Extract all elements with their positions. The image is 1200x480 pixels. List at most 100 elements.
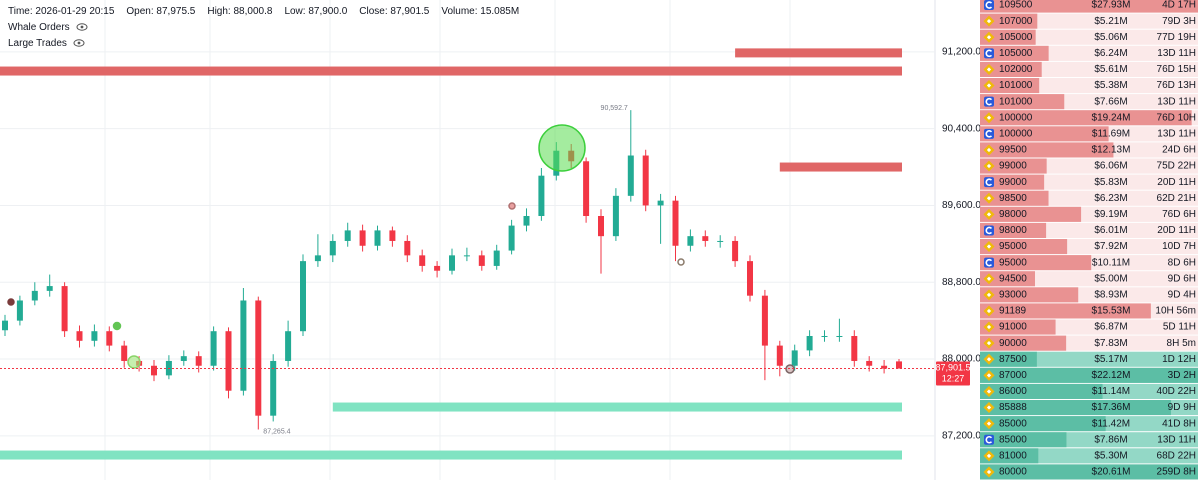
depth-bar [980,416,1106,432]
ob-amount: $5.21M [1094,16,1127,27]
field-value: 15.085M [480,6,520,17]
last-price-box [936,361,970,386]
ohlc-field: Volume: 15.085M [441,6,519,17]
candle-body [31,290,38,301]
depth-bar [980,61,1042,77]
ohlc-field: High: 88,000.8 [207,6,272,17]
y-tick-label: 88,000.0 [942,354,981,365]
candle-body [91,331,98,341]
field-value: 87,975.5 [156,6,196,17]
candle-body [672,200,679,246]
candle-body [16,300,23,321]
ob-age: 62D 21H [1157,193,1196,204]
depth-bar [980,174,1045,190]
ob-age: 4D 17H [1162,0,1196,11]
candle-body [2,320,8,331]
ob-amount: $5.61M [1094,64,1127,75]
coinbase-icon-mark [985,435,993,444]
y-tick-label: 89,600.0 [942,200,981,211]
field-label: Volume: [441,6,478,17]
whale-level [779,162,902,172]
ob-price: 91000 [999,322,1027,333]
ob-amount: $5.38M [1094,80,1127,91]
ob-age: 3D 2H [1168,370,1196,381]
candle-body [419,255,426,266]
toggle-label: Large Trades [8,37,67,49]
ob-age: 13D 11H [1157,96,1196,107]
coinbase-icon-mark [985,258,993,267]
depth-bar [980,13,1038,29]
candle-body [314,255,321,262]
depth-bar [980,287,1079,303]
binance-icon-mark [986,244,992,249]
ob-amount: $8.93M [1094,289,1127,300]
ob-price: 105000 [999,48,1033,59]
ob-age: 20D 11H [1157,177,1196,188]
candle-body [404,240,411,256]
depth-bar [980,448,1039,464]
depth-bar [980,126,1109,142]
candle-body [195,356,202,366]
depth-bar [980,239,1068,255]
binance-icon-mark [986,308,992,314]
coinbase-icon-mark [985,130,993,138]
depth-bar [980,319,1056,335]
candle-body [806,336,813,351]
candle-body [821,336,828,337]
y-tick-label: 88,800.0 [942,277,981,288]
binance-icon-mark [986,341,992,346]
coinbase-icon-mark [985,178,993,186]
candle-body [180,356,187,361]
depth-bar [980,351,1037,367]
ob-price: 102000 [999,64,1033,75]
candle-body [449,255,455,271]
ob-price: 87000 [999,370,1027,381]
candle-body [151,365,157,376]
candle-body [747,261,753,296]
field-label: High: [207,6,231,17]
countdown: 12:27 [942,373,965,383]
ob-age: 13D 11H [1157,128,1196,139]
binance-icon-mark [986,196,992,201]
ob-amount: $7.86M [1094,434,1127,445]
binance-icon-mark [986,147,992,153]
candle-body [627,155,634,196]
ob-price: 109500 [999,0,1033,11]
eye-icon[interactable] [73,39,85,47]
ob-price: 98500 [999,193,1027,204]
ob-price: 87500 [999,354,1027,365]
whale-marker [7,298,15,306]
ob-age: 76D 10H [1157,112,1196,123]
price-annotation: 87,265.4 [263,428,290,435]
candle-body [657,200,664,206]
ob-price: 95000 [999,241,1027,252]
ob-amount: $12.13M [1092,145,1131,156]
toggle[interactable]: Whale Orders [8,19,519,35]
field-value: 87,901.5 [390,6,430,17]
whale-level [0,450,902,460]
candle-body [791,350,798,366]
ob-amount: $5.17M [1094,354,1127,365]
y-tick-label: 90,400.0 [942,123,981,134]
ob-age: 9D 6H [1168,273,1196,284]
ob-age: 68D 22H [1157,450,1196,461]
depth-bar [980,303,1151,319]
candle-body [523,216,530,226]
depth-bar [980,158,1047,174]
ob-amount: $6.23M [1094,193,1127,204]
depth-bar [980,400,1171,416]
field-label: Low: [284,6,306,17]
binance-icon-mark [986,469,992,475]
depth-bar [980,94,1065,110]
ob-age: 8H 5m [1167,338,1196,349]
toggle[interactable]: Large Trades [8,35,519,51]
candle-body [46,286,53,291]
candle-body [702,236,709,241]
coinbase-icon-mark [985,226,993,235]
whale-marker [127,355,141,369]
depth-bar [980,110,1192,126]
ob-age: 5D 11H [1163,322,1196,333]
coinbase-icon-mark [985,1,993,9]
last-price-label: 87,901.5 [935,362,970,372]
eye-icon[interactable] [76,23,88,31]
